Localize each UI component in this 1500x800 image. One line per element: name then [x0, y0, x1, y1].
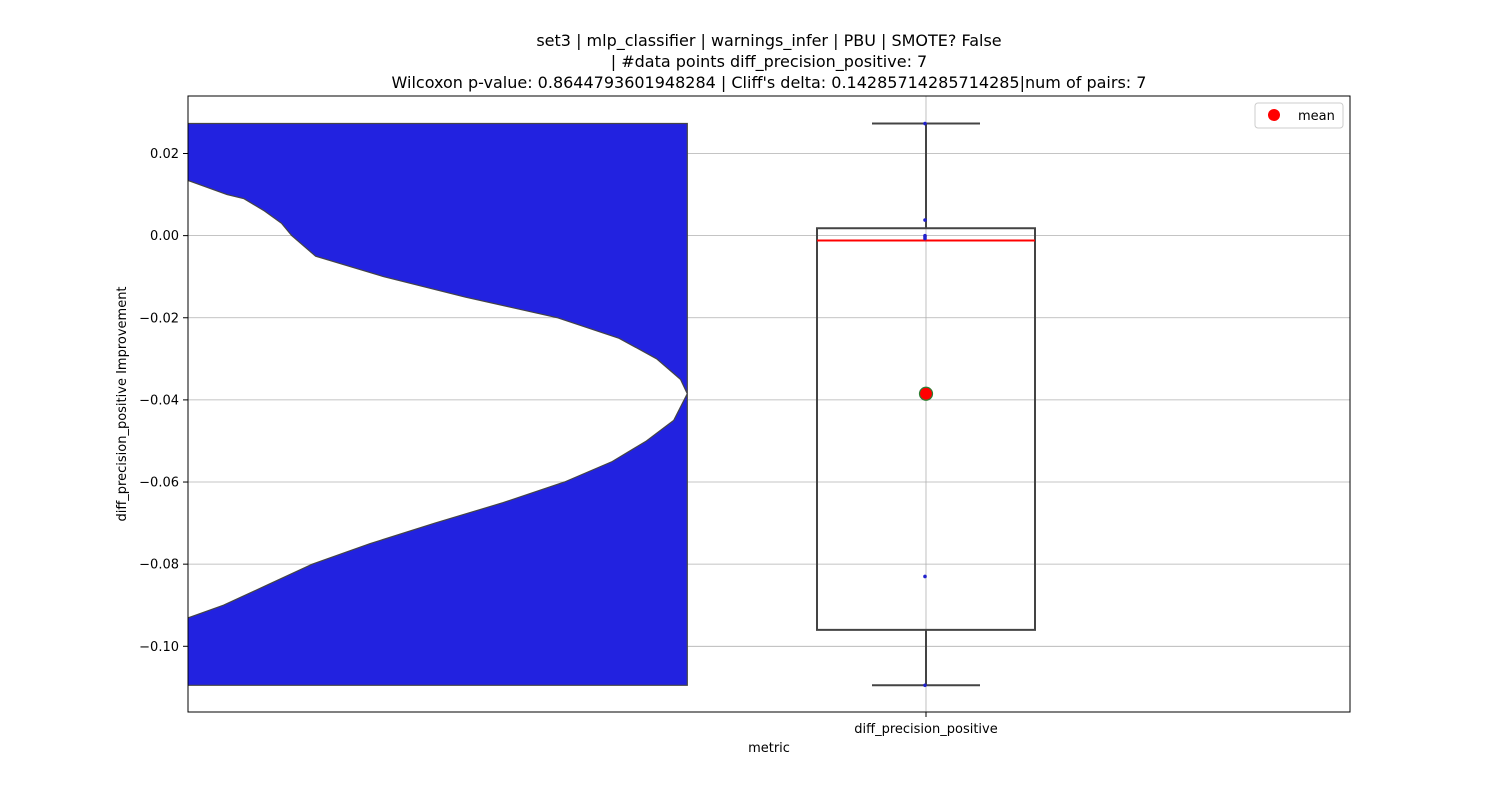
y-tick-label: 0.00: [150, 229, 179, 244]
y-tick-label: −0.06: [139, 476, 179, 491]
x-axis-label: metric: [748, 741, 790, 756]
y-tick-label: −0.08: [139, 558, 179, 573]
y-tick-label: 0.02: [150, 147, 179, 162]
legend-mean-label: mean: [1298, 109, 1335, 124]
x-axis-ticks: diff_precision_positive: [854, 712, 998, 737]
mean-marker: [918, 386, 934, 401]
chart-title-line-1: set3 | mlp_classifier | warnings_infer |…: [536, 31, 1001, 51]
plot-area: 0.02 0.00 −0.02 −0.04 −0.06 −0.08 −0.10 diff_p…: [139, 95, 1351, 737]
axes-frame: [187, 95, 1351, 713]
box-plot: [816, 121, 1036, 688]
y-tick-label: −0.10: [139, 640, 179, 655]
data-point: [923, 218, 927, 222]
box-iqr: [816, 227, 1036, 631]
legend-mean-marker: [1268, 109, 1280, 121]
y-axis-label: diff_precision_positive Improvement: [115, 286, 130, 521]
legend-frame: [1254, 102, 1344, 129]
violin-shape: [188, 122, 688, 686]
data-point: [923, 121, 927, 126]
y-tick-label: −0.04: [139, 393, 179, 408]
y-axis-ticks: 0.02 0.00 −0.02 −0.04 −0.06 −0.08 −0.10: [139, 147, 188, 655]
data-point: [923, 683, 927, 688]
y-tick-label: −0.02: [139, 311, 179, 326]
legend: mean: [1254, 102, 1344, 129]
data-point: [923, 236, 927, 241]
chart-title-line-3: Wilcoxon p-value: 0.8644793601948284 | C…: [392, 73, 1147, 92]
x-tick-label: diff_precision_positive: [854, 722, 997, 737]
violin-layer: [188, 122, 688, 686]
chart-title-line-2: | #data points diff_precision_positive: …: [611, 52, 927, 72]
data-point: [923, 574, 927, 579]
